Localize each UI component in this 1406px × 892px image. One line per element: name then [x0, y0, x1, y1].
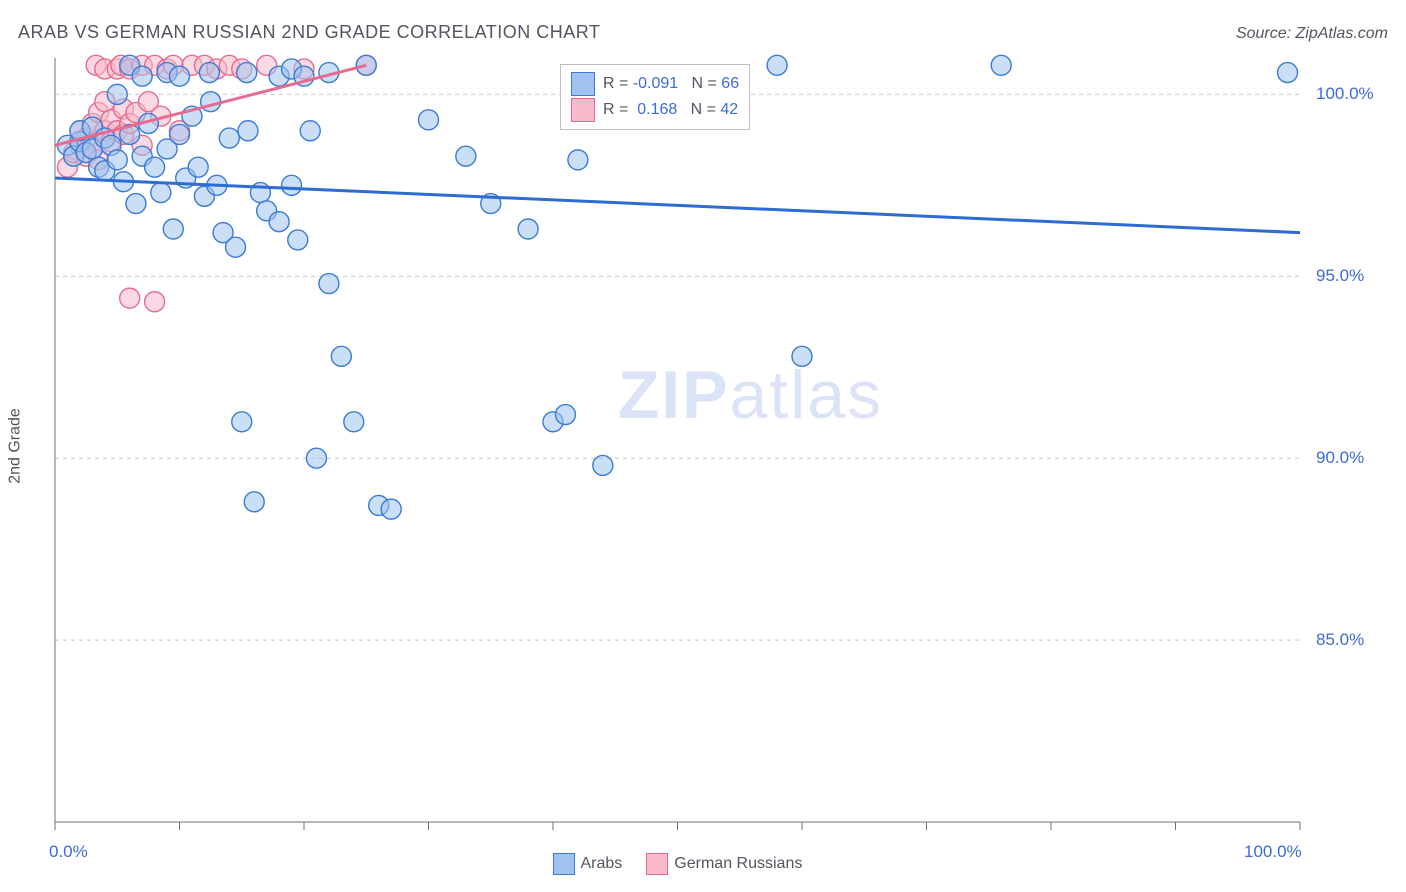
- y-tick-label: 95.0%: [1316, 266, 1364, 286]
- scatter-point: [792, 346, 812, 366]
- series-legend-label: German Russians: [674, 855, 802, 872]
- scatter-point: [163, 219, 183, 239]
- series-legend: Arabs German Russians: [553, 853, 803, 875]
- scatter-point: [170, 124, 190, 144]
- scatter-point: [126, 194, 146, 214]
- scatter-point: [120, 288, 140, 308]
- legend-swatch: [646, 853, 668, 875]
- scatter-point: [244, 492, 264, 512]
- scatter-point: [991, 55, 1011, 75]
- scatter-point: [518, 219, 538, 239]
- correlation-legend: R = -0.091 N = 66R = 0.168 N = 42: [560, 64, 750, 130]
- scatter-point: [568, 150, 588, 170]
- scatter-point: [300, 121, 320, 141]
- scatter-point: [288, 230, 308, 250]
- scatter-point: [344, 412, 364, 432]
- scatter-point: [199, 63, 219, 83]
- scatter-point: [306, 448, 326, 468]
- y-tick-label: 100.0%: [1316, 84, 1374, 104]
- scatter-point: [219, 128, 239, 148]
- scatter-point: [170, 66, 190, 86]
- scatter-point: [226, 237, 246, 257]
- scatter-point: [555, 405, 575, 425]
- scatter-point: [331, 346, 351, 366]
- scatter-point: [593, 455, 613, 475]
- legend-swatch: [571, 98, 595, 122]
- series-legend-item: Arabs: [553, 853, 623, 875]
- scatter-plot: [0, 0, 1406, 892]
- legend-row: R = -0.091 N = 66: [571, 71, 739, 97]
- scatter-point: [145, 157, 165, 177]
- scatter-point: [269, 212, 289, 232]
- scatter-point: [456, 146, 476, 166]
- legend-row: R = 0.168 N = 42: [571, 97, 739, 123]
- series-legend-label: Arabs: [581, 855, 623, 872]
- scatter-point: [232, 412, 252, 432]
- scatter-point: [319, 274, 339, 294]
- y-tick-label: 85.0%: [1316, 630, 1364, 650]
- scatter-point: [419, 110, 439, 130]
- y-tick-label: 90.0%: [1316, 448, 1364, 468]
- series-legend-item: German Russians: [646, 853, 802, 875]
- scatter-point: [188, 157, 208, 177]
- scatter-point: [1278, 63, 1298, 83]
- legend-swatch: [553, 853, 575, 875]
- scatter-point: [145, 292, 165, 312]
- x-tick-label: 100.0%: [1244, 842, 1302, 862]
- trend-line: [55, 178, 1300, 233]
- scatter-point: [107, 84, 127, 104]
- scatter-point: [201, 92, 221, 112]
- scatter-point: [381, 499, 401, 519]
- scatter-point: [238, 121, 258, 141]
- scatter-point: [237, 63, 257, 83]
- scatter-point: [767, 55, 787, 75]
- scatter-point: [282, 175, 302, 195]
- legend-text: R = 0.168 N = 42: [603, 97, 738, 123]
- scatter-point: [107, 150, 127, 170]
- x-tick-label: 0.0%: [49, 842, 88, 862]
- scatter-point: [132, 66, 152, 86]
- legend-swatch: [571, 72, 595, 96]
- legend-text: R = -0.091 N = 66: [603, 71, 739, 97]
- scatter-point: [151, 183, 171, 203]
